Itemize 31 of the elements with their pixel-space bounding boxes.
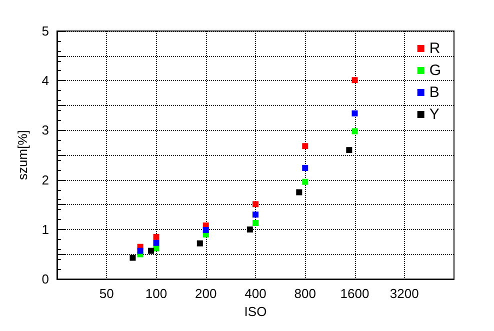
point [252,201,258,208]
y-tick-label: 2 [42,172,49,188]
x-tick-label: 3200 [390,286,419,302]
point [252,220,258,226]
point [153,240,160,246]
point [252,212,258,218]
x-tick-label: 50 [99,286,114,302]
point [302,164,308,171]
y-axis-title: szum[%] [15,130,30,180]
point [202,226,209,233]
legend-label: R [429,40,440,57]
y-tick-label: 0 [42,272,49,287]
x-tick-label: 400 [244,286,266,302]
y-tick-label: 5 [42,24,49,38]
point [352,77,358,84]
point [153,234,160,240]
y-tick-label: 4 [42,73,49,88]
x-tick-label: 1600 [340,286,370,302]
legend-label: Y [429,106,440,123]
x-axis-title: ISO [244,304,267,319]
x-tick-label: 800 [294,286,316,302]
point [352,128,358,134]
y-tick-label: 3 [42,122,49,138]
legend-label: G [429,62,442,79]
x-tick-label: 100 [145,286,168,302]
point [352,110,358,116]
y-tick-label: 1 [42,222,49,237]
point [302,143,308,150]
x-tick-label: 200 [195,286,217,302]
legend-label: B [429,84,440,101]
point [302,178,308,185]
